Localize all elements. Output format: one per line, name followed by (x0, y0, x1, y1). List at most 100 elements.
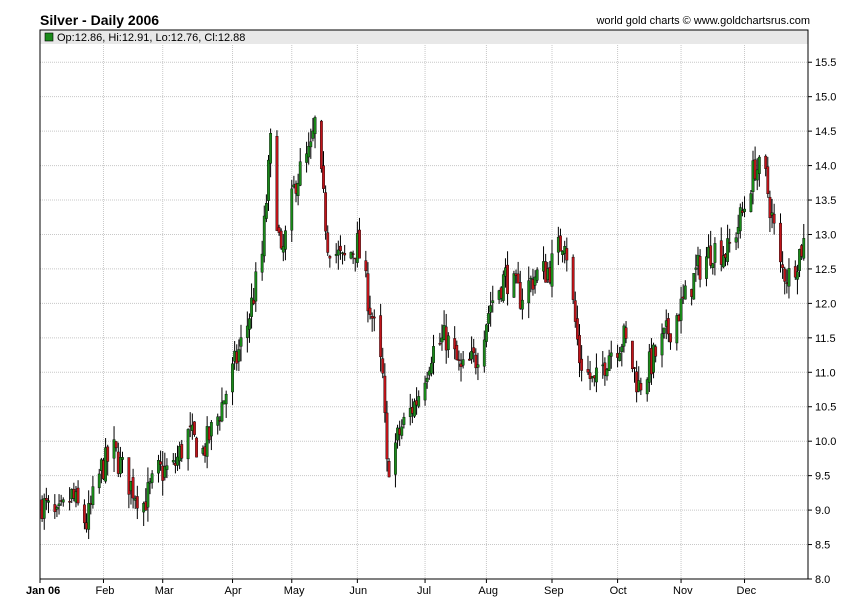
candle-body (609, 352, 613, 357)
candle-body (645, 379, 649, 395)
candle-body (413, 401, 416, 417)
candle-body (482, 339, 486, 367)
candle-body (339, 245, 342, 251)
x-tick-label: Feb (95, 585, 114, 597)
candle-body (245, 325, 249, 338)
candle-body (220, 402, 224, 422)
candle-body (669, 333, 672, 343)
candle-body (798, 249, 801, 271)
candle-body (575, 318, 579, 340)
candle-body (578, 335, 581, 364)
candle-body (106, 446, 110, 462)
x-tick-label: Dec (737, 585, 757, 597)
x-tick-label: Jan 06 (26, 585, 60, 597)
candle-body (326, 232, 330, 253)
candle-body (440, 337, 444, 343)
grid-layer (40, 45, 808, 580)
legend-bar (40, 30, 808, 44)
y-tick-label: 13.5 (815, 195, 836, 207)
candle-body (501, 274, 505, 301)
y-tick-label: 9.5 (815, 471, 830, 483)
candle-body (573, 300, 577, 322)
candle-body (250, 297, 253, 317)
y-axis-ticks: 8.0 8.5 9.0 9.5 10.0 10.5 11.0 11.5 12.0 12.5 13.0… (808, 57, 836, 586)
x-tick-label: Nov (673, 585, 693, 597)
candle-body (768, 196, 772, 219)
candle-body (366, 273, 370, 312)
candle-body (296, 182, 300, 196)
candle-body (186, 429, 190, 460)
candle-body (76, 487, 80, 504)
candle-body (654, 346, 658, 357)
candle-body (660, 333, 664, 356)
x-tick-label: Jul (417, 585, 431, 597)
candle-body (620, 346, 624, 352)
candle-body (394, 442, 397, 475)
candle-body (491, 300, 495, 303)
candle-body (719, 240, 723, 265)
x-tick-label: Sep (544, 585, 564, 597)
candle-body (254, 271, 258, 302)
candle-body (423, 382, 427, 401)
candle-body (57, 503, 61, 506)
candle-body (639, 383, 643, 391)
candle-body (461, 359, 465, 366)
candle-body (476, 364, 480, 368)
candle-body (307, 146, 311, 158)
plot-area (40, 45, 808, 579)
candle-body (675, 315, 679, 344)
x-tick-label: Oct (610, 585, 627, 597)
candle-body (385, 412, 389, 460)
candle-body (692, 273, 696, 300)
candle-body (438, 343, 442, 345)
candle-body (290, 188, 294, 231)
candle-body (379, 315, 383, 358)
x-tick-label: Apr (225, 585, 242, 597)
candle-body (322, 165, 325, 189)
candle-body (713, 243, 717, 263)
candle-body (749, 193, 753, 212)
y-tick-label: 10.5 (815, 402, 836, 414)
candle-body (269, 133, 273, 164)
candle-body (205, 426, 209, 457)
candle-body (83, 504, 86, 524)
candle-body (402, 416, 406, 425)
candle-body (349, 252, 353, 259)
plot-frame (39, 29, 809, 580)
candle-body (146, 482, 150, 508)
candle-body (368, 307, 372, 315)
candle-body (533, 276, 537, 286)
candle-body (193, 421, 196, 435)
candle-body (180, 444, 184, 459)
y-tick-label: 14.5 (815, 126, 836, 138)
candle-body (267, 159, 270, 201)
candle-body (527, 280, 531, 304)
candle-body (383, 375, 387, 413)
candle-body (726, 238, 730, 262)
candle-body (783, 268, 787, 282)
candle-body (68, 501, 72, 503)
candle-body (239, 337, 243, 347)
candle-body (114, 441, 118, 449)
candle-body (209, 422, 213, 437)
candle-body (506, 264, 509, 295)
candle-body (262, 215, 266, 257)
candle-body (324, 192, 328, 232)
candle-body (275, 136, 279, 231)
candle-body (605, 369, 609, 377)
candle-body (633, 367, 636, 369)
candle-body (104, 447, 107, 482)
candle-body (305, 153, 308, 163)
candle-body (683, 285, 687, 300)
candle-body (607, 355, 611, 372)
candle-layer (40, 115, 806, 540)
candle-body (757, 156, 761, 174)
legend-text: Op:12.86, Hi:12.91, Lo:12.76, Cl:12.88 (57, 32, 245, 44)
y-tick-label: 10.0 (815, 436, 836, 448)
candle-body (571, 256, 575, 300)
candle-body (55, 507, 59, 510)
candle-body (489, 305, 493, 313)
candle-body (248, 318, 251, 330)
candle-body (351, 253, 355, 255)
candle-body (796, 271, 799, 280)
